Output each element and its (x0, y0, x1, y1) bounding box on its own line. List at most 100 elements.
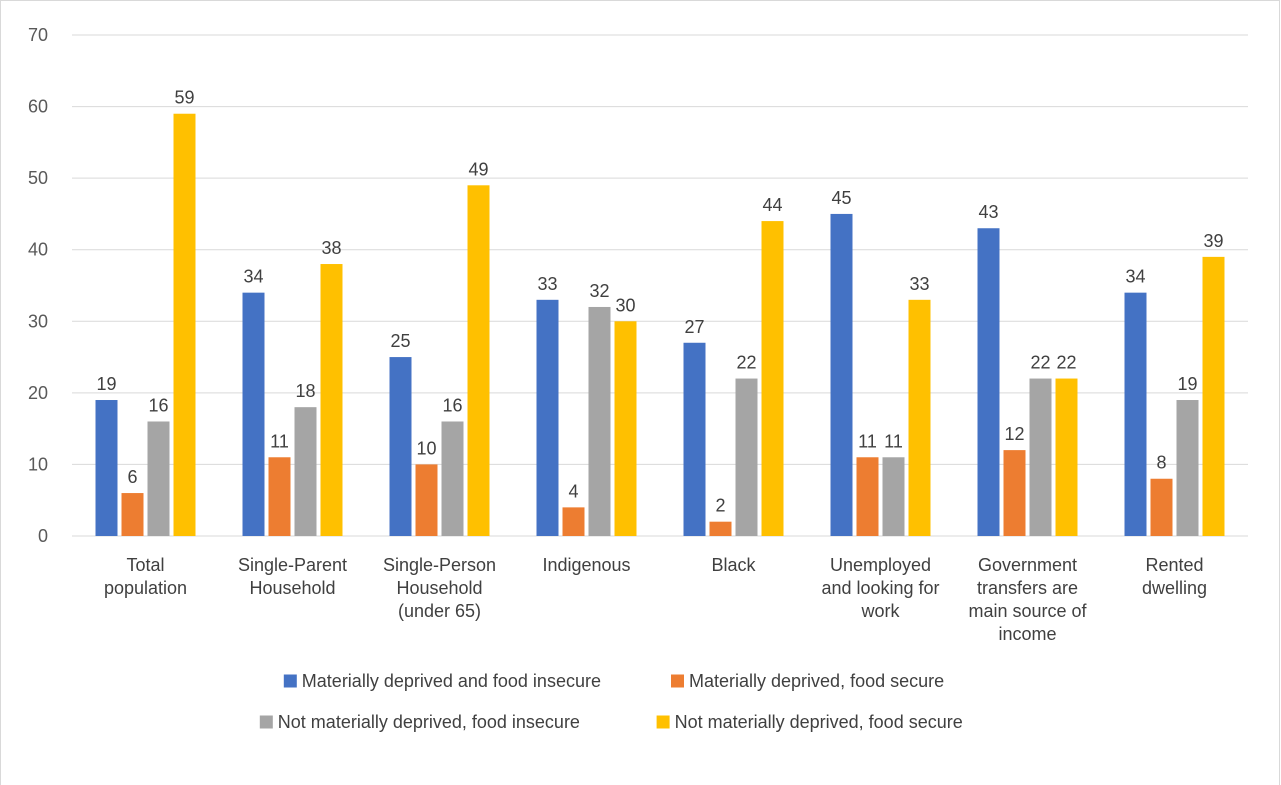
legend-swatch (283, 674, 297, 688)
data-label: 59 (174, 88, 194, 108)
legend-swatch (656, 715, 670, 729)
x-tick-label-line: work (860, 601, 900, 621)
data-label: 11 (884, 431, 903, 451)
bar (173, 113, 196, 536)
x-tick-label: Total population (104, 555, 187, 598)
x-tick-label-line: main source of (968, 601, 1087, 621)
data-label: 34 (1125, 267, 1145, 287)
x-tick-label-line: population (104, 578, 187, 598)
y-tick-label: 40 (28, 240, 48, 260)
legend-label: Materially deprived and food insecure (302, 671, 601, 691)
bar (562, 507, 585, 536)
bar (1055, 378, 1078, 536)
x-tick-label-line: Single-Person (383, 555, 496, 575)
data-label: 16 (442, 395, 462, 415)
bar (1029, 378, 1052, 536)
bar (1003, 450, 1026, 536)
y-tick-label: 10 (28, 454, 48, 474)
data-label: 8 (1156, 453, 1166, 473)
bar (908, 299, 931, 536)
x-tick-label-line: dwelling (1142, 578, 1207, 598)
data-label: 32 (589, 281, 609, 301)
bar (1124, 292, 1147, 536)
x-tick-label: Unemployed and looking for work (821, 555, 939, 621)
legend-swatch (671, 674, 684, 688)
bar (242, 292, 265, 536)
data-label: 30 (615, 295, 635, 315)
bar (735, 378, 758, 536)
data-label: 39 (1203, 231, 1223, 251)
legend-label: Not materially deprived, food secure (675, 712, 963, 732)
data-label: 18 (295, 381, 315, 401)
data-label: 27 (684, 317, 704, 337)
bar (683, 342, 706, 536)
bar (1150, 478, 1173, 536)
bar (415, 464, 438, 536)
data-label: 49 (468, 159, 488, 179)
data-label: 16 (148, 395, 168, 415)
gridlines (72, 34, 1248, 537)
data-label: 2 (715, 496, 725, 516)
data-label: 6 (127, 467, 137, 487)
x-tick-label-line: Household (249, 578, 335, 598)
bar (441, 421, 464, 536)
data-label: 19 (1177, 374, 1197, 394)
bar (856, 457, 879, 536)
x-tick-label-line: Single-Parent (238, 555, 347, 575)
data-label: 33 (537, 274, 557, 294)
bar (588, 306, 611, 536)
data-label: 34 (243, 267, 263, 287)
bar (977, 228, 1000, 536)
bar (709, 521, 732, 536)
x-tick-label: Single-Parent Household (238, 555, 347, 598)
data-label: 10 (416, 438, 436, 458)
bar (882, 457, 905, 536)
data-label: 22 (1056, 353, 1076, 373)
x-tick-label-line: Government (978, 555, 1077, 575)
data-label: 33 (909, 274, 929, 294)
x-tick-label-line: Unemployed (830, 555, 931, 575)
y-axis-ticks: 0 10 20 30 40 50 60 70 (28, 25, 48, 546)
x-tick-label-line: Rented (1145, 555, 1203, 575)
bar (1176, 400, 1199, 536)
data-label: 22 (1030, 353, 1050, 373)
x-tick-label-line: income (998, 624, 1056, 644)
y-tick-label: 50 (28, 168, 48, 188)
bar (1202, 256, 1225, 536)
x-tick-label: Government transfers are main source of inc… (968, 555, 1087, 644)
data-label: 22 (736, 353, 756, 373)
bar (614, 321, 637, 536)
x-tick-label-line: Black (711, 555, 756, 575)
legend: Materially deprived and food insecure Mat… (259, 671, 963, 732)
legend-swatch (259, 715, 273, 729)
data-label: 12 (1004, 424, 1024, 444)
x-tick-label-line: and looking for (821, 578, 939, 598)
data-label: 38 (321, 238, 341, 258)
bar (294, 407, 317, 536)
y-tick-label: 60 (28, 97, 48, 117)
x-tick-label: Rented dwelling (1142, 555, 1207, 598)
y-tick-label: 70 (28, 25, 48, 45)
bar (268, 457, 291, 536)
bar (147, 421, 170, 536)
x-tick-label-line: Household (396, 578, 482, 598)
x-tick-label-line: Total (126, 555, 164, 575)
x-tick-label-line: transfers are (977, 578, 1078, 598)
x-tick-label-line: (under 65) (398, 601, 481, 621)
data-label: 19 (96, 374, 116, 394)
bar (467, 185, 490, 537)
bar (830, 213, 853, 536)
data-label: 43 (978, 202, 998, 222)
data-label: 4 (568, 481, 578, 501)
data-label: 11 (858, 431, 877, 451)
bar (95, 400, 118, 536)
data-label: 11 (270, 431, 289, 451)
x-tick-label-line: Indigenous (542, 555, 630, 575)
bar (536, 299, 559, 536)
data-label: 25 (390, 331, 410, 351)
y-tick-label: 30 (28, 311, 48, 331)
